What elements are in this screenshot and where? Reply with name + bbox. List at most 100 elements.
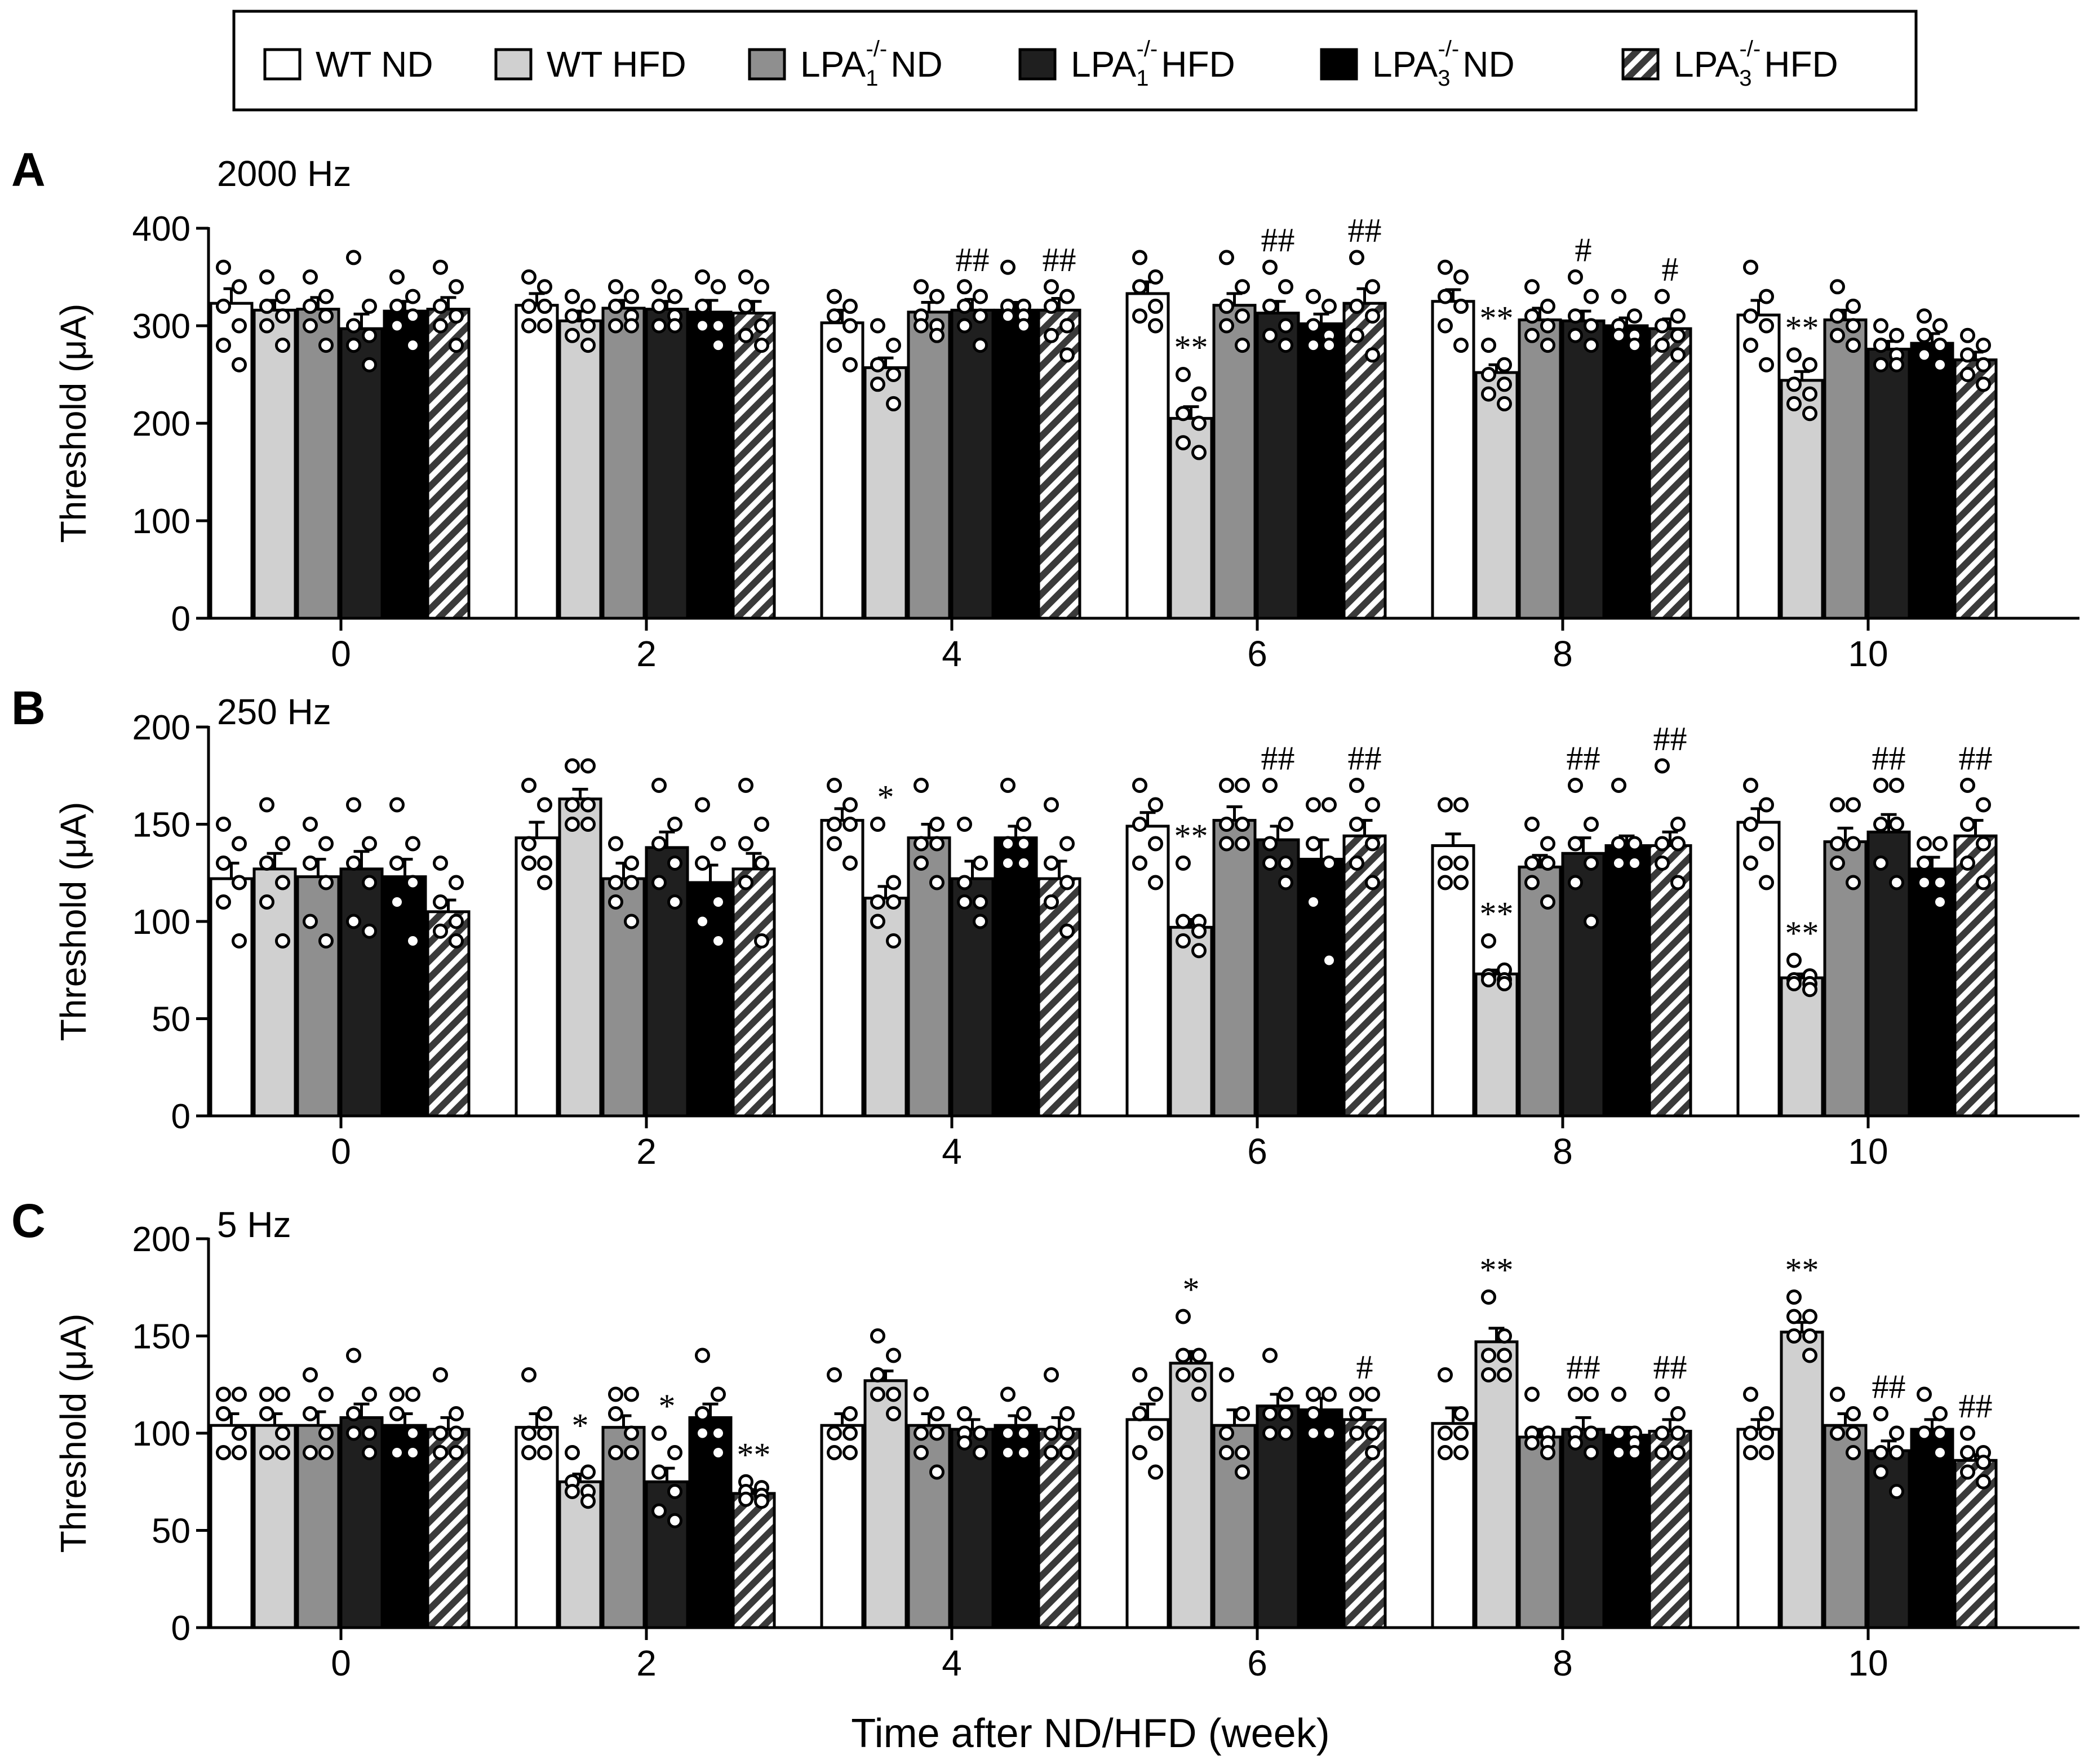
data-point bbox=[914, 279, 929, 295]
data-point bbox=[1889, 1425, 1904, 1441]
data-point bbox=[1365, 308, 1380, 324]
data-point bbox=[433, 894, 448, 910]
data-point bbox=[827, 338, 842, 353]
data-point bbox=[1016, 1425, 1031, 1441]
data-point bbox=[1000, 259, 1016, 275]
bar-lpa1-hfd-week-2 bbox=[645, 1480, 689, 1629]
data-point bbox=[232, 318, 247, 334]
data-point bbox=[842, 1425, 858, 1441]
data-point bbox=[957, 279, 972, 295]
data-point bbox=[346, 1425, 361, 1441]
data-point bbox=[1830, 308, 1845, 324]
data-point bbox=[1132, 1367, 1147, 1382]
data-point bbox=[1584, 817, 1599, 832]
data-point bbox=[1132, 817, 1147, 832]
bar-wt-hfd-week-2 bbox=[558, 319, 602, 620]
legend-swatch-wt_hfd bbox=[494, 48, 533, 81]
data-point bbox=[1219, 250, 1234, 265]
data-point bbox=[1917, 875, 1932, 890]
bar-lpa1-nd-week-10 bbox=[1823, 1424, 1868, 1629]
data-point bbox=[433, 1425, 448, 1441]
data-point bbox=[1873, 357, 1888, 373]
data-point bbox=[1278, 1386, 1293, 1402]
data-point bbox=[1976, 875, 1991, 890]
bar-lpa1-hfd-week-10 bbox=[1866, 348, 1911, 620]
legend-item-wt_hfd: WT HFD bbox=[494, 44, 686, 85]
data-point bbox=[1976, 1455, 1991, 1470]
data-point bbox=[1932, 875, 1948, 890]
data-point bbox=[1322, 797, 1337, 813]
data-point bbox=[216, 894, 231, 910]
data-point bbox=[449, 308, 464, 324]
data-point bbox=[695, 318, 710, 334]
data-point bbox=[667, 817, 682, 832]
data-point bbox=[521, 856, 536, 871]
data-point bbox=[1453, 856, 1469, 871]
data-point bbox=[1438, 259, 1453, 275]
data-point bbox=[1960, 347, 1975, 363]
data-point bbox=[1917, 836, 1932, 852]
x-tick-label: 0 bbox=[331, 1643, 351, 1683]
data-point bbox=[651, 875, 667, 890]
significance-marker: ** bbox=[1480, 1252, 1514, 1289]
significance-marker: ## bbox=[1567, 740, 1600, 777]
data-point bbox=[1453, 1425, 1469, 1441]
data-point bbox=[1759, 875, 1774, 890]
legend-swatch-lpa1_nd bbox=[748, 48, 786, 81]
data-point bbox=[929, 1464, 944, 1480]
significance-marker: ## bbox=[1959, 740, 1993, 777]
data-point bbox=[1438, 856, 1453, 871]
data-point bbox=[362, 1445, 377, 1460]
bar-wt-hfd-week-10 bbox=[1780, 1331, 1824, 1629]
x-tick-label: 2 bbox=[636, 1131, 657, 1172]
bar-wt-hfd-week-8 bbox=[1474, 972, 1519, 1118]
data-point bbox=[1176, 856, 1191, 871]
data-point bbox=[651, 1503, 667, 1519]
significance-marker: ## bbox=[1348, 212, 1382, 249]
bar-lpa3-nd-week-4 bbox=[994, 308, 1038, 620]
data-point bbox=[1000, 1445, 1016, 1460]
data-point bbox=[1365, 347, 1380, 363]
data-point bbox=[565, 758, 580, 774]
data-point bbox=[1846, 797, 1861, 813]
data-point bbox=[624, 1425, 639, 1441]
data-point bbox=[1219, 1445, 1234, 1460]
data-point bbox=[1497, 1328, 1512, 1344]
data-point bbox=[1059, 836, 1075, 852]
data-point bbox=[1176, 435, 1191, 451]
data-point bbox=[1786, 376, 1802, 392]
data-point bbox=[275, 338, 290, 353]
data-point bbox=[1191, 386, 1207, 402]
data-point bbox=[346, 797, 361, 813]
data-point bbox=[521, 778, 536, 793]
data-point bbox=[346, 250, 361, 265]
data-point bbox=[259, 1445, 274, 1460]
data-point bbox=[695, 856, 710, 871]
y-tick-label: 100 bbox=[132, 502, 190, 541]
significance-marker: ** bbox=[1174, 818, 1208, 855]
data-point bbox=[318, 1425, 334, 1441]
data-point bbox=[449, 1406, 464, 1421]
data-point bbox=[1759, 1425, 1774, 1441]
data-point bbox=[608, 875, 623, 890]
data-point bbox=[1278, 875, 1293, 890]
data-point bbox=[1540, 318, 1555, 334]
data-point bbox=[1786, 952, 1802, 968]
bar-wt-nd-week-10 bbox=[1736, 821, 1781, 1118]
data-point bbox=[870, 376, 885, 392]
data-point bbox=[1132, 1406, 1147, 1421]
data-point bbox=[1148, 836, 1163, 852]
data-point bbox=[1481, 933, 1496, 949]
data-point bbox=[433, 1445, 448, 1460]
bar-lpa3-hfd-week-4 bbox=[1037, 1428, 1081, 1629]
data-point bbox=[232, 933, 247, 949]
x-tick-label: 4 bbox=[942, 633, 962, 674]
data-point bbox=[1743, 856, 1758, 871]
data-point bbox=[1655, 1386, 1670, 1402]
significance-marker: ** bbox=[1174, 329, 1208, 366]
data-point bbox=[624, 318, 639, 334]
data-point bbox=[303, 1406, 318, 1421]
significance-marker: ** bbox=[1785, 1252, 1819, 1289]
data-point bbox=[1540, 836, 1555, 852]
data-point bbox=[1568, 875, 1583, 890]
